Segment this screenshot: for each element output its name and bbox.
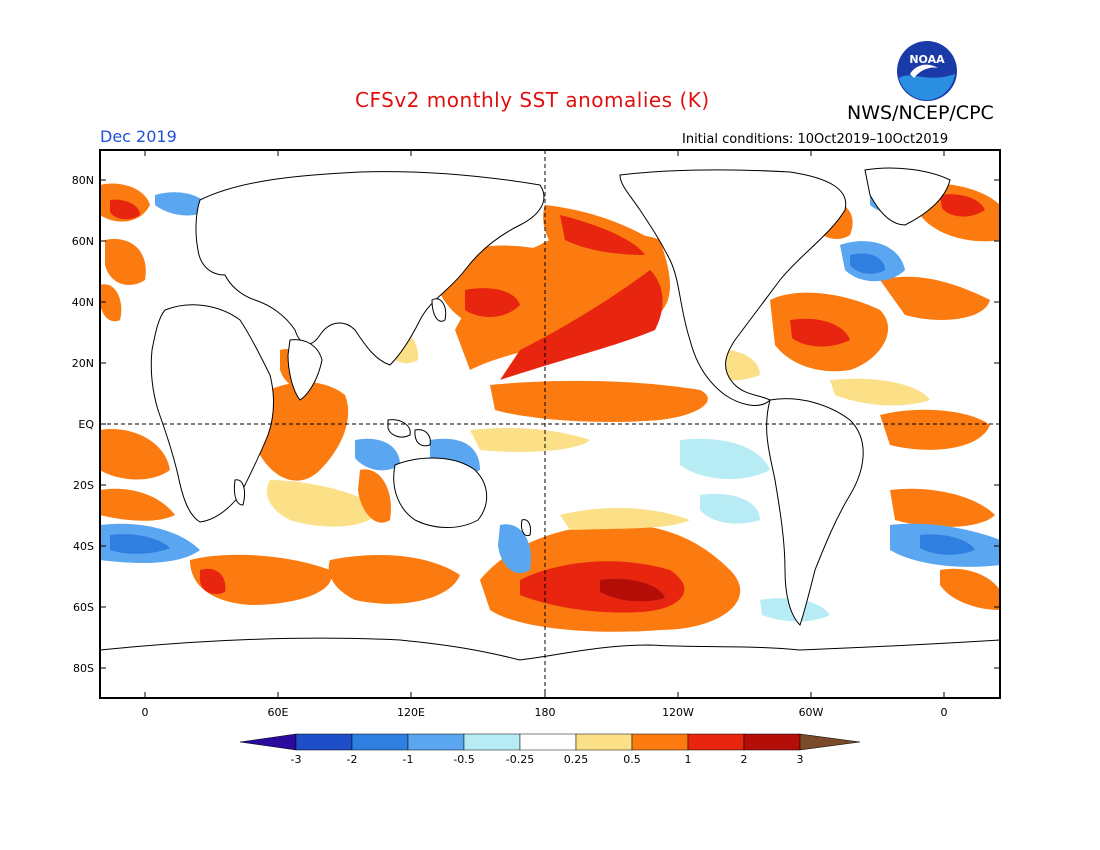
lat-label: 20N <box>72 357 94 370</box>
anomaly-region <box>560 508 690 530</box>
anomaly-region <box>500 270 663 380</box>
colorbar-swatch <box>351 733 409 751</box>
colorbar-swatch <box>295 733 353 751</box>
lon-axis: 0 60E 120E 180 120W 60W 0 <box>142 150 948 719</box>
colorbar-swatch <box>687 733 745 751</box>
anomaly-region <box>155 192 210 216</box>
colorbar-label: -0.5 <box>453 753 474 766</box>
anomaly-region <box>105 239 146 285</box>
land <box>100 167 1000 698</box>
anomaly-region <box>940 194 985 217</box>
anomaly-region <box>200 568 226 595</box>
anomaly-region <box>266 480 380 527</box>
lon-label: 180 <box>535 706 556 719</box>
lat-axis: 80N 60N 40N 20N EQ 20S 40S 60S 80S <box>72 174 1000 675</box>
lon-label: 0 <box>941 706 948 719</box>
anomaly-region <box>498 524 531 574</box>
colorbar-swatch <box>743 733 801 751</box>
colorbar-label: -3 <box>291 753 302 766</box>
colorbar-label: -0.25 <box>506 753 534 766</box>
anomaly-region <box>100 488 175 521</box>
colorbar-label: -1 <box>403 753 414 766</box>
lat-label: 80N <box>72 174 94 187</box>
forecast-period: Dec 2019 <box>100 127 177 146</box>
colorbar: -3 -2 -1 -0.5 -0.25 0.25 0.5 1 2 3 <box>239 733 861 766</box>
colorbar-swatch <box>239 733 297 751</box>
anomaly-region <box>680 438 770 480</box>
anomaly-region <box>890 488 995 527</box>
anomaly-region <box>470 428 590 452</box>
logo-text: NOAA <box>909 53 945 66</box>
lat-label: 40N <box>72 296 94 309</box>
lat-label: 60S <box>73 601 94 614</box>
colorbar-swatch <box>575 733 633 751</box>
lat-label: 20S <box>73 479 94 492</box>
anomaly-region <box>190 554 332 605</box>
lat-label: 80S <box>73 662 94 675</box>
lon-label: 120E <box>397 706 425 719</box>
anomaly-region <box>940 568 1000 610</box>
anomaly-region <box>358 469 391 523</box>
islands <box>233 298 531 537</box>
anomaly-region <box>110 534 170 554</box>
colorbar-label: 3 <box>797 753 804 766</box>
anomaly-region <box>880 409 990 450</box>
anomaly-region <box>920 534 975 555</box>
lat-label: 60N <box>72 235 94 248</box>
anomaly-region <box>355 438 400 471</box>
colorbar-swatch <box>407 733 465 751</box>
chart-title: CFSv2 monthly SST anomalies (K) <box>355 88 710 112</box>
anomaly-region <box>465 288 520 317</box>
colorbar-swatch <box>519 733 577 751</box>
colorbar-label: 2 <box>741 753 748 766</box>
anomaly-region <box>110 199 140 220</box>
lon-label: 60E <box>268 706 289 719</box>
colorbar-label: 0.5 <box>623 753 641 766</box>
anomaly-region <box>560 215 645 255</box>
lat-label: EQ <box>78 418 94 431</box>
anomaly-region <box>490 380 708 422</box>
initial-conditions: Initial conditions: 10Oct2019–10Oct2019 <box>682 132 949 147</box>
lon-label: 0 <box>142 706 149 719</box>
colorbar-swatch <box>631 733 689 751</box>
anomaly-region <box>600 578 665 602</box>
anomaly-region <box>850 253 885 274</box>
colorbar-label: 1 <box>685 753 692 766</box>
colorbar-swatch <box>463 733 521 751</box>
anomaly-region <box>880 276 990 320</box>
lat-label: 40S <box>73 540 94 553</box>
colorbar-label: 0.25 <box>564 753 589 766</box>
anomaly-region <box>100 284 122 322</box>
anomaly-region <box>790 318 850 347</box>
colorbar-swatch <box>799 733 861 751</box>
lon-label: 60W <box>799 706 824 719</box>
colorbar-label: -2 <box>347 753 358 766</box>
noaa-logo-icon: NOAA <box>897 41 957 101</box>
anomaly-region <box>830 378 930 406</box>
lon-label: 120W <box>662 706 694 719</box>
anomaly-region <box>700 493 760 524</box>
anomaly-region <box>100 429 170 480</box>
anomaly-region <box>328 555 460 604</box>
agency-label: NWS/NCEP/CPC <box>847 102 994 124</box>
